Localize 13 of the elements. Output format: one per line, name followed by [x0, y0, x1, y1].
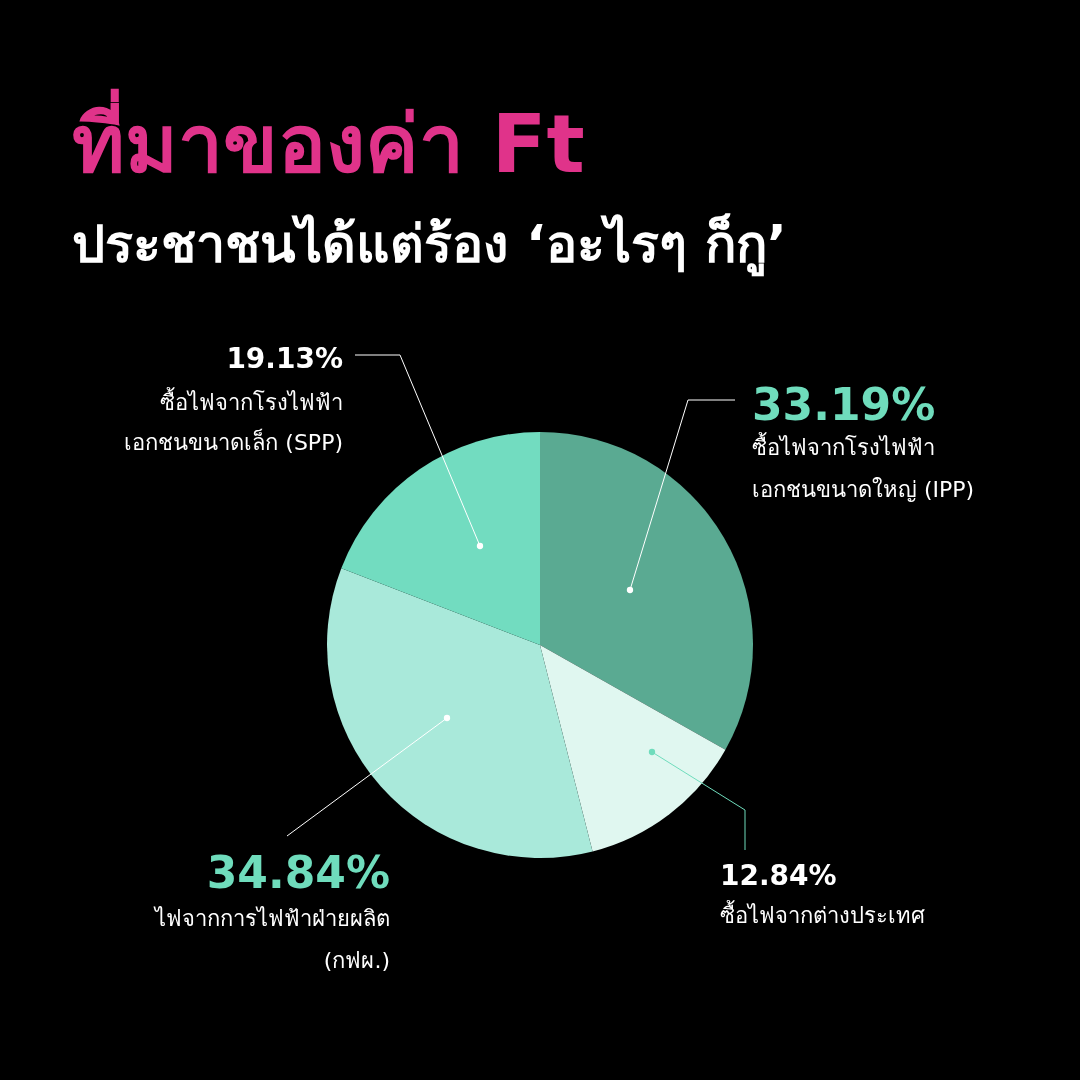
slice-label: ไฟจากการไฟฟ้าฝ่ายผลิต (กฟผ.)	[153, 906, 390, 973]
data-label: 34.84%	[206, 847, 390, 898]
chart-title: ที่มาของค่า Ft	[72, 88, 585, 191]
chart-subtitle: ประชาชนได้แต่ร้อง ‘อะไรๆ ก็กู’	[72, 213, 787, 277]
slice-label: ซื้อไฟจากโรงไฟฟ้า เอกชนขนาดเล็ก (SPP)	[124, 387, 343, 455]
data-label: 33.19%	[752, 379, 936, 430]
data-label: 19.13%	[226, 342, 343, 375]
slice-label: ซื้อไฟจากต่างประเทศ	[720, 900, 925, 928]
pie-slice	[540, 645, 726, 852]
pie-slice	[341, 432, 540, 645]
data-label: 12.84%	[720, 859, 837, 892]
pie-slice	[540, 432, 753, 750]
slice-label: ซื้อไฟจากโรงไฟฟ้า เอกชนขนาดใหญ่ (IPP)	[752, 432, 975, 502]
